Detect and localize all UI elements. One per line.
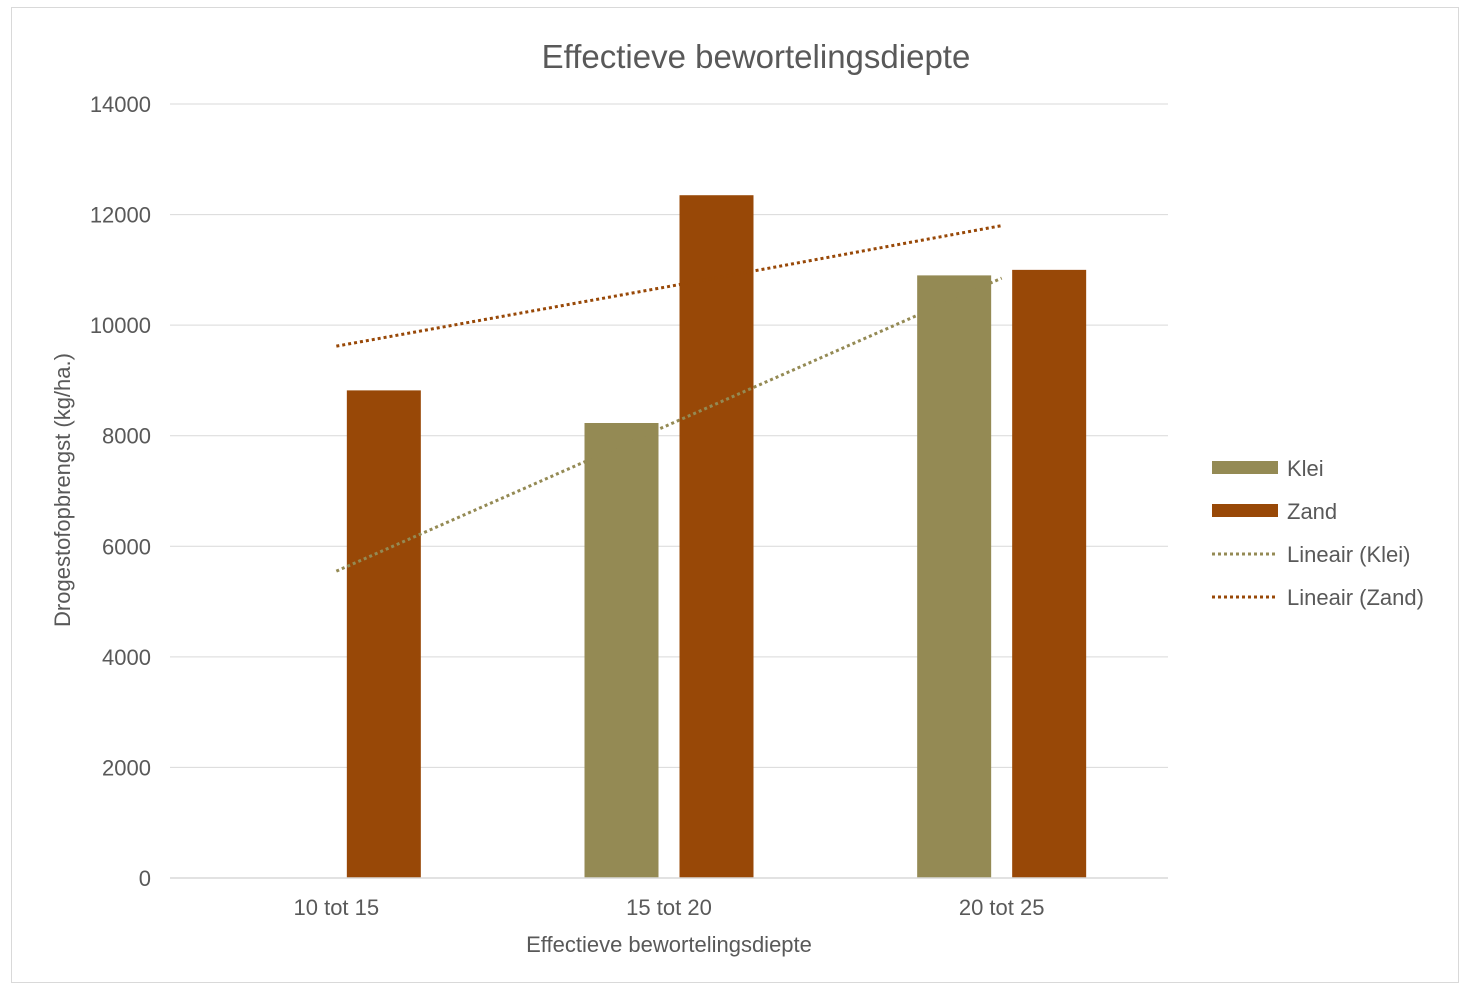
y-tick-label: 6000 <box>102 534 151 559</box>
y-tick-label: 14000 <box>90 92 151 117</box>
bar-klei-2 <box>584 422 659 878</box>
y-axis-title: Drogestofopbrengst (kg/ha.) <box>50 353 75 627</box>
legend: Klei Zand Lineair (Klei) Lineair (Zand) <box>1212 456 1424 610</box>
legend-label: Klei <box>1287 456 1324 481</box>
x-axis-title: Effectieve bewortelingsdiepte <box>526 932 812 957</box>
legend-label: Lineair (Zand) <box>1287 585 1424 610</box>
chart-title: Effectieve bewortelingsdiepte <box>542 38 971 75</box>
gridlines <box>170 103 1168 768</box>
x-tick-label: 15 tot 20 <box>626 895 712 920</box>
trendlines <box>335 224 1003 573</box>
y-tick-label: 12000 <box>90 203 151 228</box>
bar-zand-2 <box>679 195 754 878</box>
trendline-1 <box>335 276 1003 573</box>
legend-label: Lineair (Klei) <box>1287 542 1411 567</box>
y-tick-label: 2000 <box>102 755 151 780</box>
x-axis-tick-labels: 10 tot 15 15 tot 20 20 tot 25 <box>294 895 1045 920</box>
bars <box>346 195 1087 878</box>
legend-swatch <box>1212 504 1278 517</box>
y-tick-label: 4000 <box>102 645 151 670</box>
y-tick-label: 0 <box>139 866 151 891</box>
trendline-2 <box>336 224 1002 348</box>
bar-klei-3 <box>917 275 992 878</box>
x-tick-label: 20 tot 25 <box>959 895 1045 920</box>
legend-label: Zand <box>1287 499 1337 524</box>
x-tick-label: 10 tot 15 <box>294 895 380 920</box>
bar-zand-3 <box>1012 269 1087 878</box>
bar-zand-1 <box>346 390 421 878</box>
legend-swatch <box>1212 461 1278 474</box>
y-tick-label: 10000 <box>90 313 151 338</box>
y-axis-tick-labels: 0 2000 4000 6000 8000 10000 12000 14000 <box>90 92 151 891</box>
y-tick-label: 8000 <box>102 424 151 449</box>
